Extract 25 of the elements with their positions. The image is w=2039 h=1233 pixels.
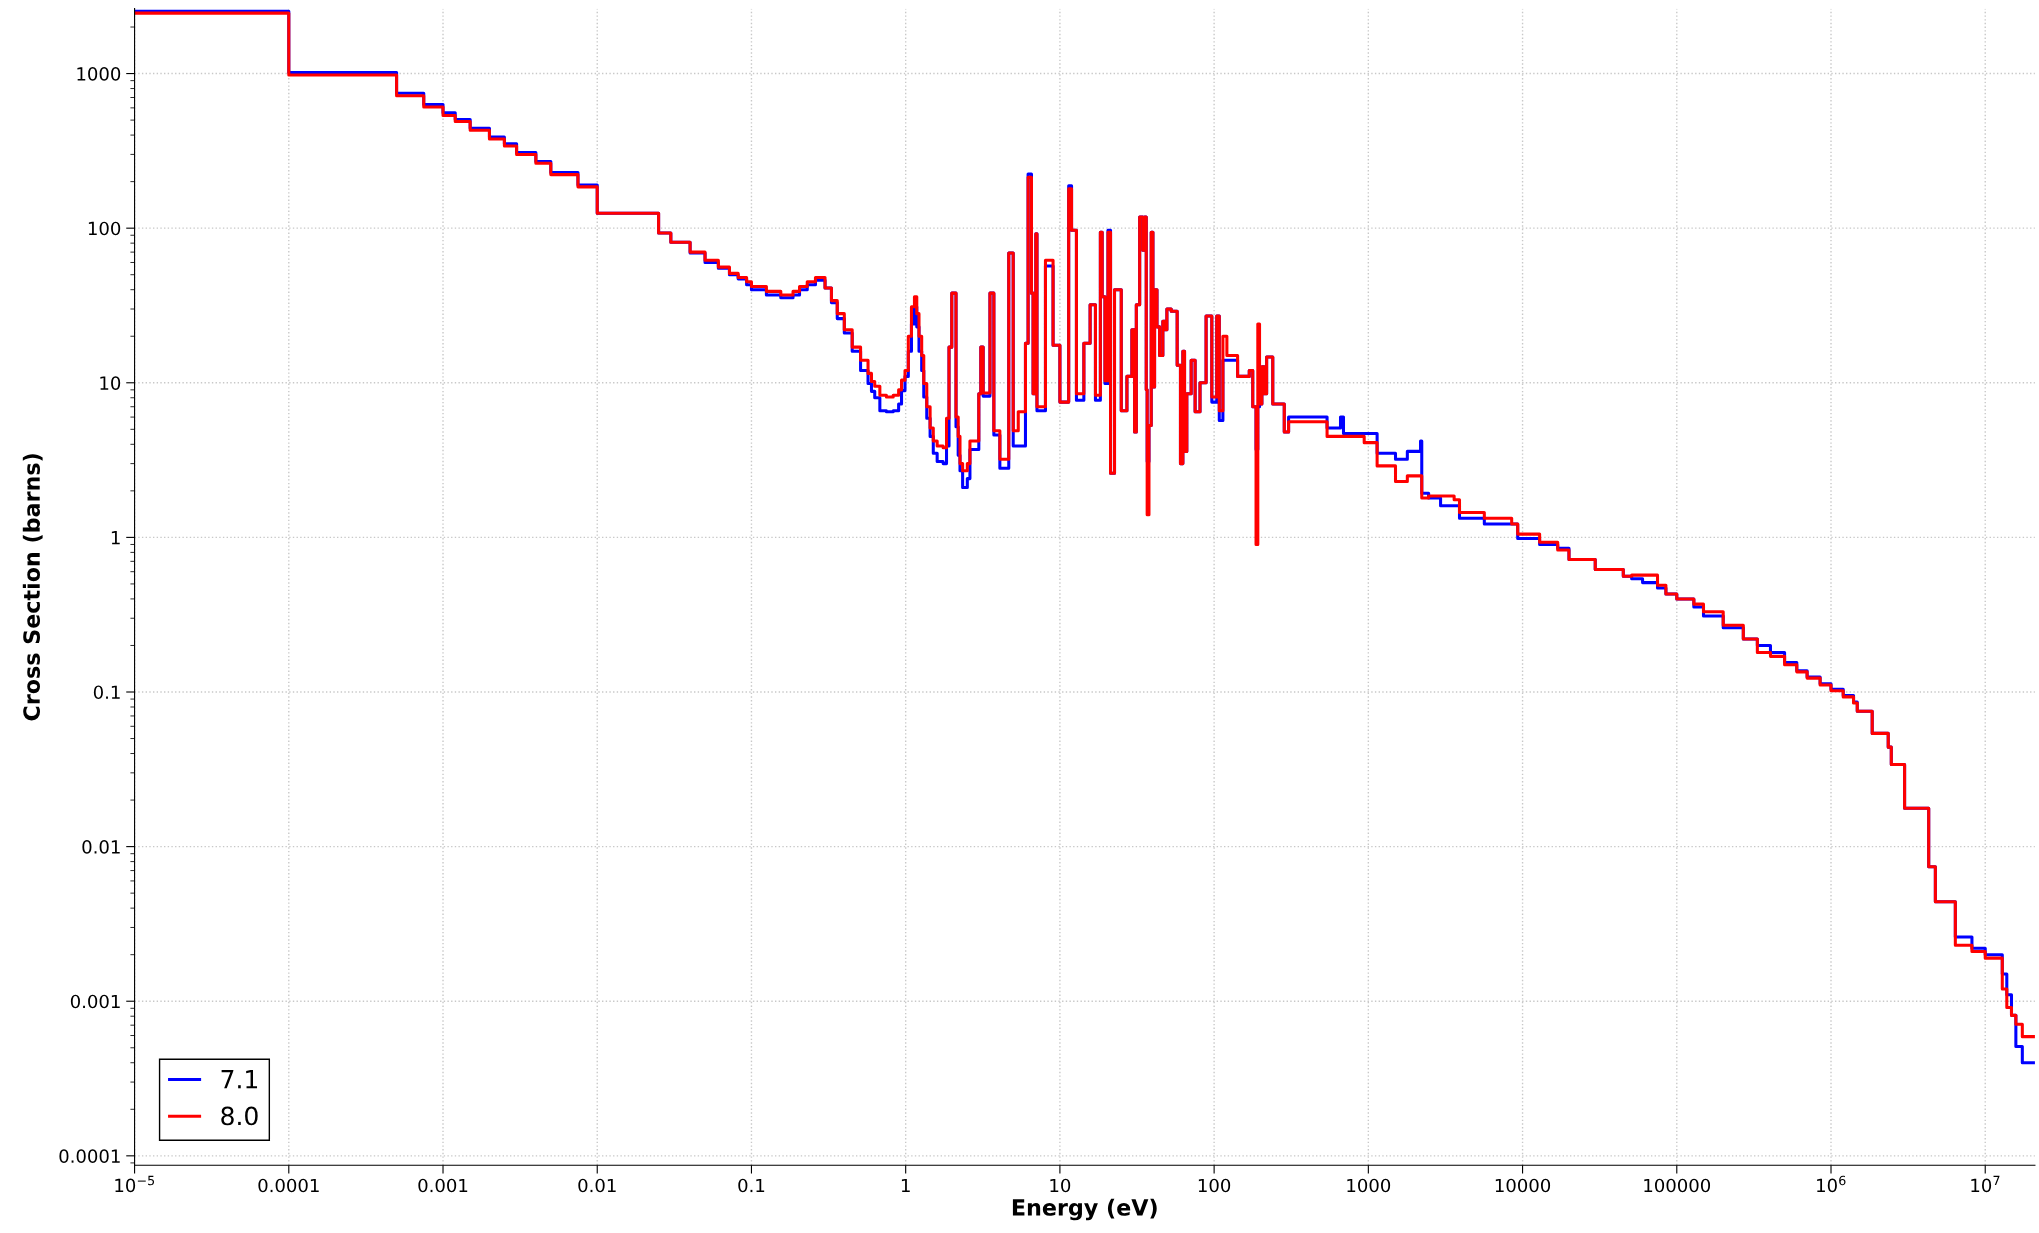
y-tick-label: 0.01 bbox=[82, 840, 120, 854]
x-tick-label: 0.01 bbox=[578, 1178, 616, 1193]
x-tick-label: 0.1 bbox=[738, 1178, 765, 1193]
y-tick-label: 0.001 bbox=[70, 994, 120, 1009]
y-tick-label: 1000 bbox=[77, 67, 121, 81]
x-tick-label: 10 bbox=[1050, 1178, 1071, 1193]
x-axis-title: Energy (eV) bbox=[1012, 1198, 1157, 1221]
legend-label: 8.0 bbox=[221, 1106, 258, 1126]
x-tick-label: 1000 bbox=[1347, 1178, 1391, 1193]
x-tick-label: 10$^{7}$ bbox=[1971, 1175, 2000, 1193]
x-tick-label: 1 bbox=[901, 1178, 910, 1193]
x-tick-label: 10$^{−5}$ bbox=[115, 1175, 155, 1193]
y-tick-label: 0.0001 bbox=[59, 1149, 120, 1163]
y-axis-title: Cross Section (barns) bbox=[22, 454, 43, 721]
x-tick-label: 10000 bbox=[1495, 1178, 1551, 1193]
x-tick-label: 10$^{6}$ bbox=[1817, 1175, 1846, 1193]
x-tick-label: 0.001 bbox=[418, 1178, 468, 1193]
x-tick-label: 100 bbox=[1198, 1178, 1231, 1193]
x-tick-label: 0.0001 bbox=[258, 1178, 319, 1193]
y-tick-label: 1 bbox=[111, 531, 120, 545]
y-tick-label: 100 bbox=[88, 221, 121, 236]
legend-label: 7.1 bbox=[221, 1070, 258, 1089]
y-tick-label: 0.1 bbox=[93, 685, 120, 700]
x-tick-label: 100000 bbox=[1644, 1178, 1711, 1193]
y-tick-label: 10 bbox=[100, 376, 121, 390]
